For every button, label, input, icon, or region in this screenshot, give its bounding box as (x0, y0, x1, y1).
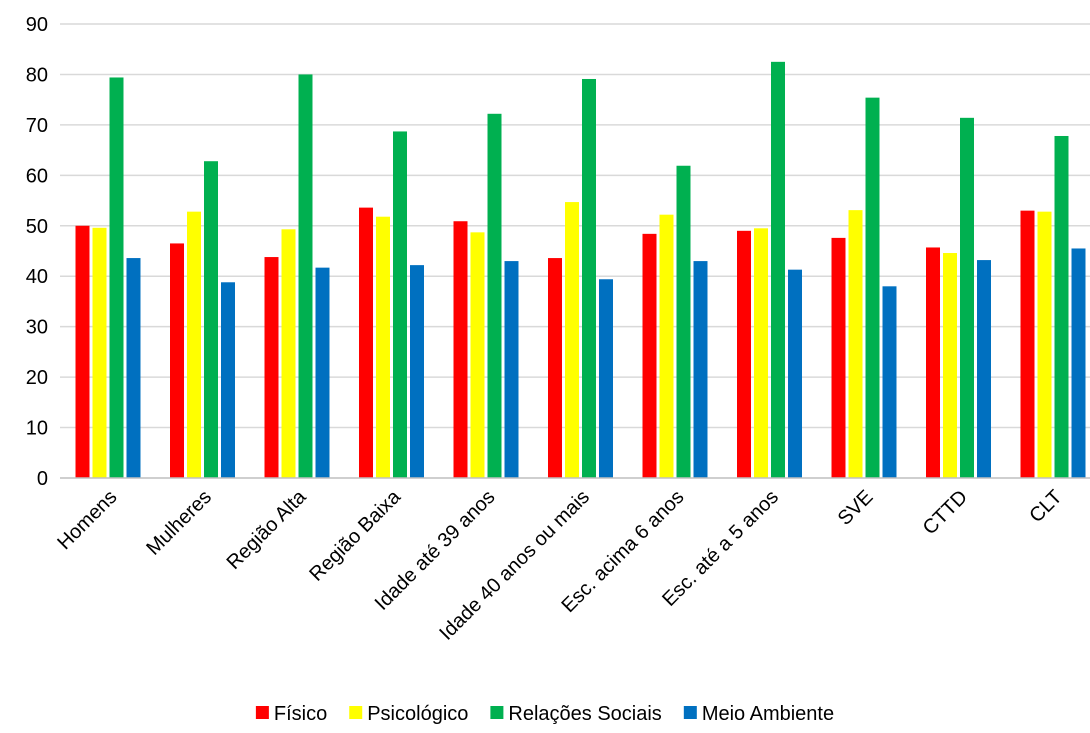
x-tick-label: Mulheres (142, 486, 216, 560)
legend-swatch-psicologico (349, 706, 363, 719)
bar-meio-ambiente-regiao-baixa (410, 265, 424, 478)
bar-relacoes-sociais-esc-ate-a-5-anos (771, 61, 785, 478)
bar-psicologico-clt (1037, 211, 1052, 479)
bar-psicologico-idade-40-anos-ou-mais (565, 202, 579, 478)
bar-relacoes-sociais-cttd (960, 117, 974, 479)
bar-relacoes-sociais-homens (109, 77, 124, 479)
legend-label-relacoes-sociais: Relações Sociais (508, 703, 661, 725)
legend-swatch-fisico (255, 706, 269, 719)
x-tick-label: SVE (834, 486, 878, 530)
bar-meio-ambiente-sve (882, 286, 897, 478)
bar-meio-ambiente-homens (126, 258, 141, 478)
bar-meio-ambiente-cttd (977, 260, 991, 478)
bar-meio-ambiente-esc-acima-6-anos (693, 261, 708, 478)
bar-fisico-regiao-alta (264, 257, 279, 478)
bar-meio-ambiente-regiao-alta (315, 267, 330, 478)
y-tick-label: 40 (26, 266, 48, 288)
y-axis-ticks: 0 10 20 30 40 50 60 70 80 90 (26, 14, 48, 490)
bar-fisico-esc-ate-a-5-anos (737, 230, 751, 478)
legend-label-meio-ambiente: Meio Ambiente (702, 703, 834, 725)
bar-meio-ambiente-idade-ate-39-anos (504, 261, 519, 478)
legend-label-fisico: Físico (274, 703, 327, 725)
bar-fisico-clt (1020, 210, 1035, 478)
y-tick-label: 20 (26, 367, 48, 389)
bar-relacoes-sociais-idade-40-anos-ou-mais (582, 78, 596, 479)
bar-psicologico-esc-acima-6-anos (659, 214, 674, 478)
bar-psicologico-sve (848, 210, 863, 478)
y-tick-label: 60 (26, 165, 48, 187)
legend: Físico Psicológico Relações Sociais Meio Am… (255, 703, 834, 725)
bar-relacoes-sociais-mulheres (204, 161, 218, 478)
legend-swatch-relacoes-sociais (490, 706, 504, 719)
y-tick-label: 90 (26, 14, 48, 36)
y-tick-label: 0 (37, 468, 48, 490)
bar-meio-ambiente-mulheres (221, 282, 235, 478)
bar-psicologico-cttd (943, 253, 957, 478)
x-tick-label: Região Baixa (305, 485, 405, 585)
bar-relacoes-sociais-sve (865, 97, 880, 478)
bar-fisico-regiao-baixa (359, 207, 373, 478)
y-tick-label: 80 (26, 64, 48, 86)
bar-meio-ambiente-esc-ate-a-5-anos (788, 269, 802, 478)
bar-psicologico-regiao-baixa (376, 216, 390, 478)
bar-psicologico-regiao-alta (281, 229, 296, 478)
x-tick-label: Região Alta (223, 485, 312, 574)
bar-meio-ambiente-clt (1071, 248, 1086, 478)
x-tick-label: CTTD (919, 486, 972, 539)
bar-fisico-mulheres (170, 243, 184, 478)
bar-fisico-cttd (926, 247, 940, 478)
bar-meio-ambiente-idade-40-anos-ou-mais (599, 279, 613, 478)
bar-relacoes-sociais-regiao-alta (298, 74, 313, 478)
bar-fisico-idade-ate-39-anos (453, 221, 468, 478)
y-tick-label: 10 (26, 418, 48, 440)
legend-swatch-meio-ambiente (683, 706, 697, 719)
bar-fisico-homens (75, 225, 90, 478)
legend-label-psicologico: Psicológico (367, 703, 468, 725)
bar-psicologico-homens (92, 227, 107, 478)
x-tick-label: Homens (53, 486, 121, 554)
bar-fisico-esc-acima-6-anos (642, 233, 657, 478)
bar-relacoes-sociais-clt (1054, 135, 1069, 478)
y-tick-label: 30 (26, 317, 48, 339)
bars (75, 61, 1086, 479)
bar-psicologico-idade-ate-39-anos (470, 232, 485, 478)
y-tick-label: 50 (26, 216, 48, 238)
bar-relacoes-sociais-idade-ate-39-anos (487, 113, 502, 479)
bar-relacoes-sociais-regiao-baixa (393, 131, 407, 479)
bar-relacoes-sociais-esc-acima-6-anos (676, 165, 691, 478)
y-tick-label: 70 (26, 115, 48, 137)
bar-fisico-sve (831, 237, 846, 478)
bar-psicologico-esc-ate-a-5-anos (754, 228, 768, 478)
bar-fisico-idade-40-anos-ou-mais (548, 258, 562, 478)
x-tick-label: CLT (1025, 486, 1066, 527)
bar-psicologico-mulheres (187, 211, 201, 479)
